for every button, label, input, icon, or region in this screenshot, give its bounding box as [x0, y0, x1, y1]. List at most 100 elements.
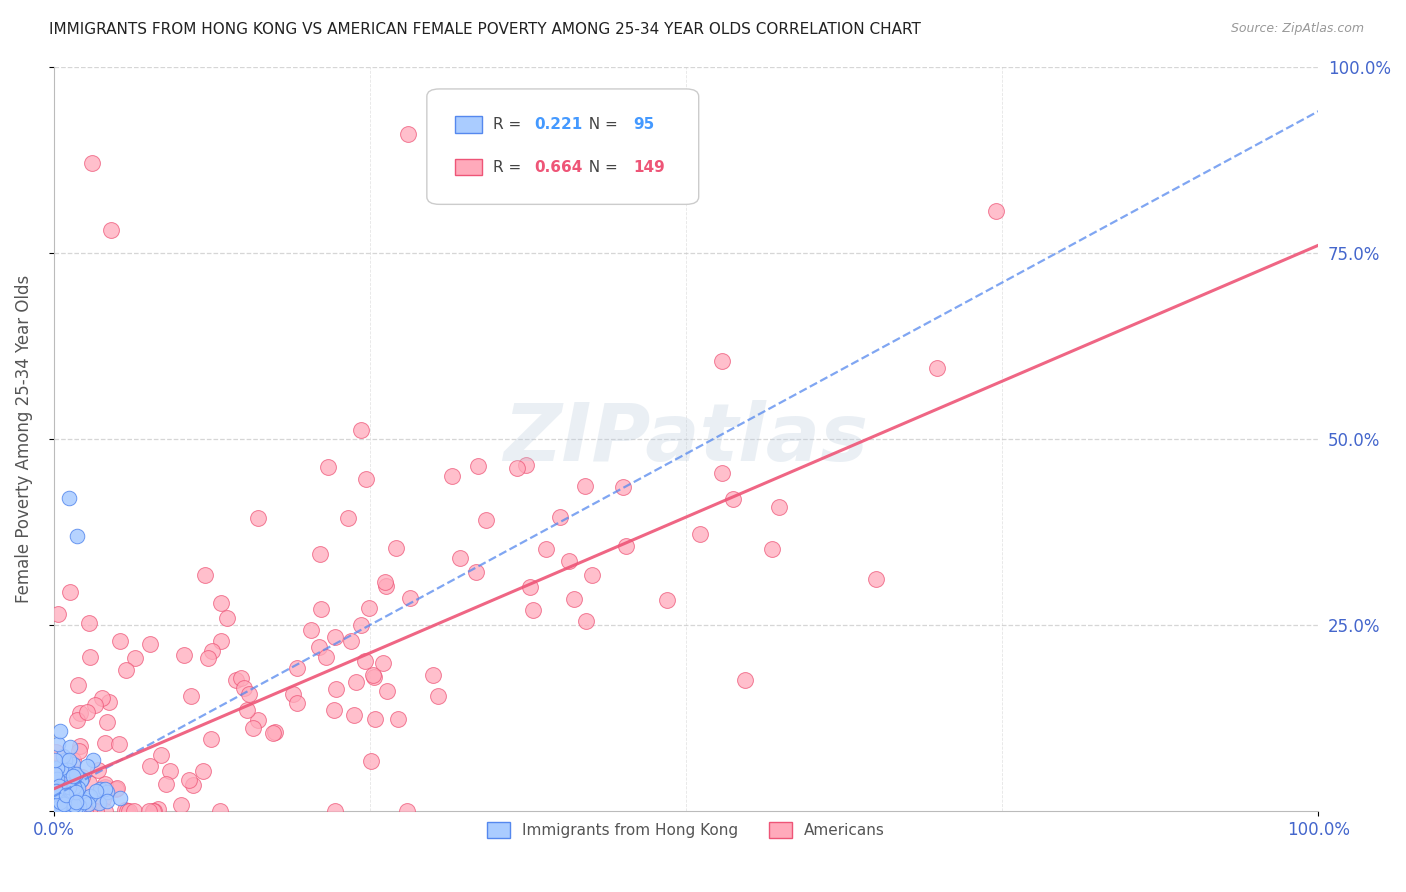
- Point: [62, 780, 84, 794]
- Point: [77, 804, 100, 818]
- Point: [86, 783, 108, 797]
- Point: [53, 795, 76, 809]
- Point: [80, 156, 103, 170]
- Point: [96, 794, 118, 808]
- Point: [215, 610, 238, 624]
- Point: [45, 772, 67, 786]
- Point: [396, 127, 419, 141]
- Point: [242, 721, 264, 735]
- Point: [56, 801, 79, 815]
- Point: [181, 778, 204, 792]
- Point: [44, 790, 66, 805]
- Point: [761, 541, 783, 556]
- Point: [107, 780, 129, 795]
- Point: [734, 673, 756, 687]
- Point: [60, 793, 83, 807]
- Point: [49, 797, 72, 812]
- Point: [522, 603, 544, 617]
- Point: [49, 794, 72, 808]
- FancyBboxPatch shape: [427, 89, 699, 204]
- Point: [82, 804, 104, 818]
- Y-axis label: Female Poverty Among 25-34 Year Olds: Female Poverty Among 25-34 Year Olds: [15, 275, 32, 603]
- Point: [124, 650, 146, 665]
- Point: [56, 804, 79, 818]
- Point: [399, 591, 422, 605]
- Point: [117, 804, 139, 818]
- Point: [45, 784, 67, 798]
- Point: [984, 203, 1007, 218]
- Point: [142, 804, 165, 818]
- Point: [67, 789, 90, 804]
- Point: [209, 596, 232, 610]
- Point: [475, 513, 498, 527]
- Point: [395, 804, 418, 818]
- Point: [927, 360, 949, 375]
- Point: [77, 775, 100, 789]
- Point: [48, 800, 70, 814]
- Point: [48, 782, 70, 797]
- Point: [323, 804, 346, 818]
- Point: [53, 789, 76, 804]
- Point: [79, 789, 101, 804]
- Point: [139, 637, 162, 651]
- Point: [42, 800, 65, 814]
- Point: [67, 804, 90, 818]
- Point: [62, 756, 84, 771]
- Point: [108, 634, 131, 648]
- Point: [75, 804, 97, 818]
- Point: [139, 759, 162, 773]
- Point: [44, 799, 66, 814]
- Point: [46, 800, 69, 814]
- Point: [360, 754, 382, 768]
- Point: [96, 714, 118, 729]
- Point: [315, 650, 337, 665]
- Point: [45, 802, 67, 816]
- Point: [76, 759, 98, 773]
- Point: [84, 698, 107, 712]
- Point: [173, 648, 195, 663]
- Point: [385, 541, 408, 555]
- Point: [506, 461, 529, 475]
- Point: [87, 796, 110, 810]
- Point: [865, 572, 887, 586]
- Point: [193, 764, 215, 778]
- Point: [465, 566, 488, 580]
- Point: [55, 788, 77, 802]
- Point: [66, 804, 89, 818]
- Text: IMMIGRANTS FROM HONG KONG VS AMERICAN FEMALE POVERTY AMONG 25-34 YEAR OLDS CORRE: IMMIGRANTS FROM HONG KONG VS AMERICAN FE…: [49, 22, 921, 37]
- Point: [62, 804, 84, 818]
- Point: [689, 527, 711, 541]
- Point: [107, 737, 129, 751]
- Point: [59, 740, 82, 755]
- Point: [49, 804, 72, 818]
- Point: [612, 480, 634, 494]
- Text: R =: R =: [492, 117, 526, 132]
- FancyBboxPatch shape: [454, 117, 482, 133]
- Point: [48, 798, 70, 813]
- Point: [45, 784, 67, 798]
- Point: [73, 791, 96, 805]
- Point: [197, 650, 219, 665]
- Point: [67, 743, 90, 757]
- Point: [44, 801, 66, 815]
- Point: [65, 800, 87, 814]
- Point: [655, 593, 678, 607]
- Text: Source: ZipAtlas.com: Source: ZipAtlas.com: [1230, 22, 1364, 36]
- Point: [45, 745, 67, 759]
- Point: [96, 785, 118, 799]
- Point: [45, 803, 67, 817]
- Point: [65, 529, 87, 543]
- Point: [89, 782, 111, 797]
- Point: [46, 761, 69, 775]
- Point: [323, 630, 346, 644]
- Point: [246, 511, 269, 525]
- Point: [45, 785, 67, 799]
- Point: [387, 712, 409, 726]
- Point: [231, 672, 253, 686]
- Point: [66, 798, 89, 813]
- Point: [350, 423, 373, 437]
- Text: 0.221: 0.221: [534, 117, 582, 132]
- Point: [558, 554, 581, 568]
- Point: [79, 649, 101, 664]
- Point: [48, 800, 70, 814]
